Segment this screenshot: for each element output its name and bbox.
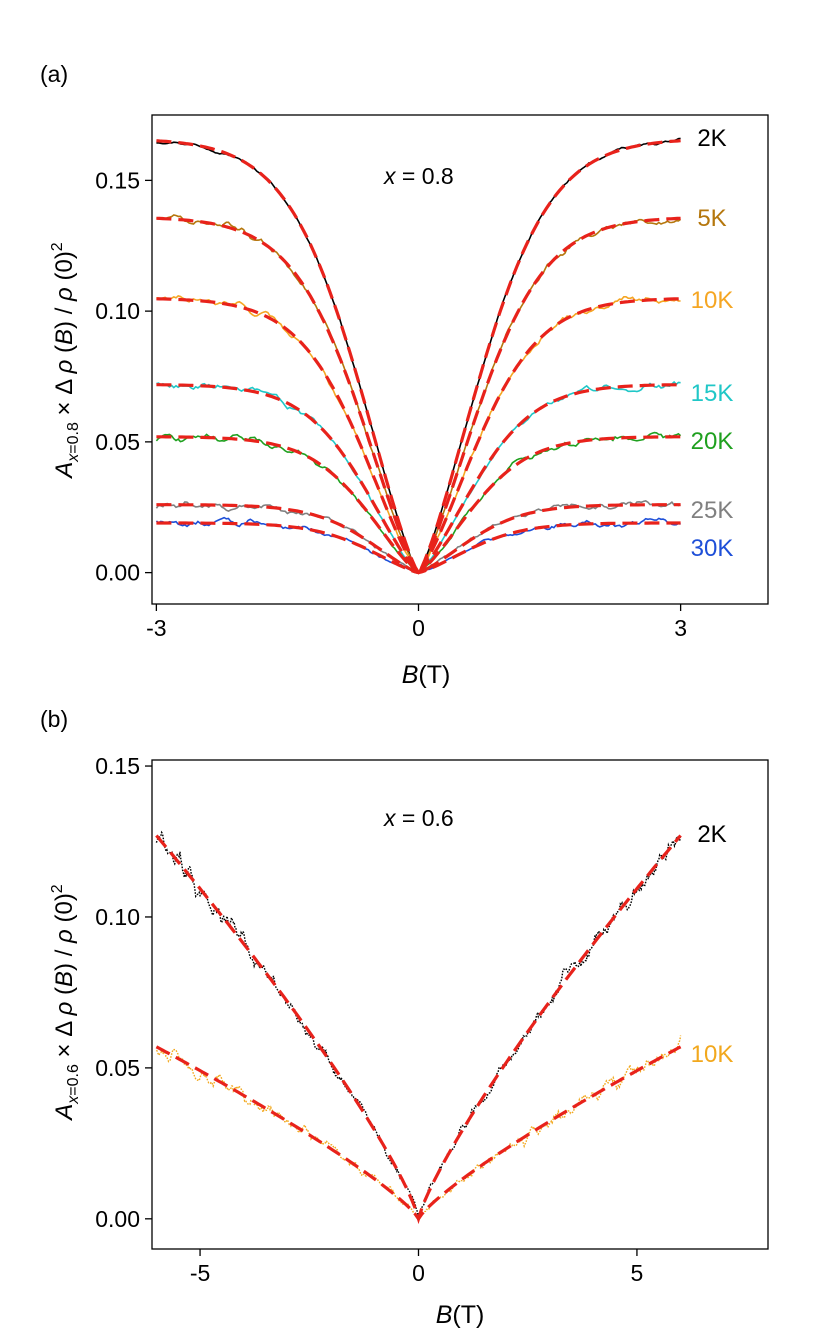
- panel-b-ytick-label: 0.05: [95, 1055, 140, 1081]
- panel-a-annotation: x = 0.8: [383, 163, 454, 189]
- panel-a-legend-30K: 30K: [691, 535, 734, 562]
- panel-a-tick-labels: -3 0 3 0.00 0.05 0.10 0.15: [95, 167, 687, 641]
- panel-a-ytick-label: 0.05: [95, 429, 140, 455]
- panel-b-x-axis-label: B(T): [436, 1301, 485, 1329]
- panel-a-legend-2K: 2K: [697, 125, 726, 152]
- panel-a-series-25K-data: [155, 500, 681, 574]
- panel-b: (b) -5 0 5 0.00 0.05 0.10 0.15 2K 10K x = 0.6 B…: [40, 706, 769, 1329]
- panel-a-xtick-label: -3: [146, 615, 166, 641]
- panel-a-legend-5K: 5K: [697, 205, 726, 232]
- panel-b-legend: 2K 10K: [691, 821, 734, 1068]
- panel-a-x-axis-label: B(T): [402, 661, 451, 689]
- panel-a-ticks: [145, 179, 682, 611]
- panel-a-series-5K-fit: [156, 216, 681, 576]
- panel-b-ytick-label: 0.15: [95, 753, 140, 779]
- panel-a-legend: 2K 5K 10K 15K 20K 25K 30K: [691, 125, 734, 562]
- panel-a: (a) -3 0 3 0.00 0.05 0.10 0.15 2K 5K 10K 15K 20K 25…: [40, 61, 769, 689]
- panel-b-legend-2K: 2K: [697, 821, 726, 848]
- panel-b-legend-10K: 10K: [691, 1041, 734, 1068]
- panel-a-ytick-label: 0.00: [95, 560, 140, 586]
- panel-a-legend-25K: 25K: [691, 497, 734, 524]
- panel-b-ytick-label: 0.10: [95, 904, 140, 930]
- panel-b-ticks: [145, 765, 638, 1256]
- panel-a-series-30K-data: [155, 516, 681, 573]
- panel-b-xtick-label: -5: [190, 1260, 210, 1286]
- panel-a-ytick-label: 0.10: [95, 298, 140, 324]
- panel-a-legend-15K: 15K: [691, 380, 734, 407]
- panel-a-xtick-label: 3: [674, 615, 687, 641]
- panel-a-ytick-label: 0.15: [95, 167, 140, 193]
- panel-a-series-30K-fit: [156, 521, 681, 575]
- panel-a-fit-curves: [156, 139, 681, 576]
- panel-b-y-axis-label: Ax=0.6 × Δ ρ (B) / ρ (0)2: [49, 884, 82, 1122]
- panel-b-series-10K-fit: [155, 1045, 682, 1222]
- panel-a-series-15K-fit: [156, 383, 681, 575]
- panel-a-series-10K-fit: [156, 297, 681, 576]
- panel-a-series-15K-data: [156, 380, 681, 574]
- panel-b-fit-curves: [155, 834, 682, 1225]
- panel-a-legend-10K: 10K: [691, 287, 734, 314]
- panel-b-series-2K-fit: [155, 834, 682, 1225]
- panel-b-plot-frame: [151, 759, 769, 1250]
- panel-a-y-axis-label: Ax=0.8 × Δ ρ (B) / ρ (0)2: [49, 242, 82, 480]
- panel-b-tick-labels: -5 0 5 0.00 0.05 0.10 0.15: [95, 753, 643, 1286]
- panel-a-plot-frame: [151, 114, 769, 605]
- panel-a-series-20K-data: [155, 431, 682, 574]
- panel-b-xtick-label: 5: [631, 1260, 644, 1286]
- panel-a-series-2K-data: [156, 137, 681, 574]
- panel-b-series-10K-data: [155, 1035, 682, 1222]
- panel-a-data-curves: [155, 137, 682, 575]
- panel-b-label: (b): [40, 706, 68, 732]
- panel-a-series-25K-fit: [156, 503, 681, 575]
- panel-b-series-2K-data: [155, 830, 682, 1221]
- panel-a-series-2K-fit: [156, 139, 681, 576]
- panel-b-data-curves: [155, 830, 682, 1222]
- panel-b-annotation: x = 0.6: [383, 805, 454, 831]
- panel-a-series-5K-data: [156, 214, 682, 574]
- panel-a-xtick-label: 0: [412, 615, 425, 641]
- panel-a-legend-20K: 20K: [691, 428, 734, 455]
- panel-a-label: (a): [40, 61, 68, 87]
- panel-b-xtick-label: 0: [412, 1260, 425, 1286]
- panel-b-ytick-label: 0.00: [95, 1206, 140, 1232]
